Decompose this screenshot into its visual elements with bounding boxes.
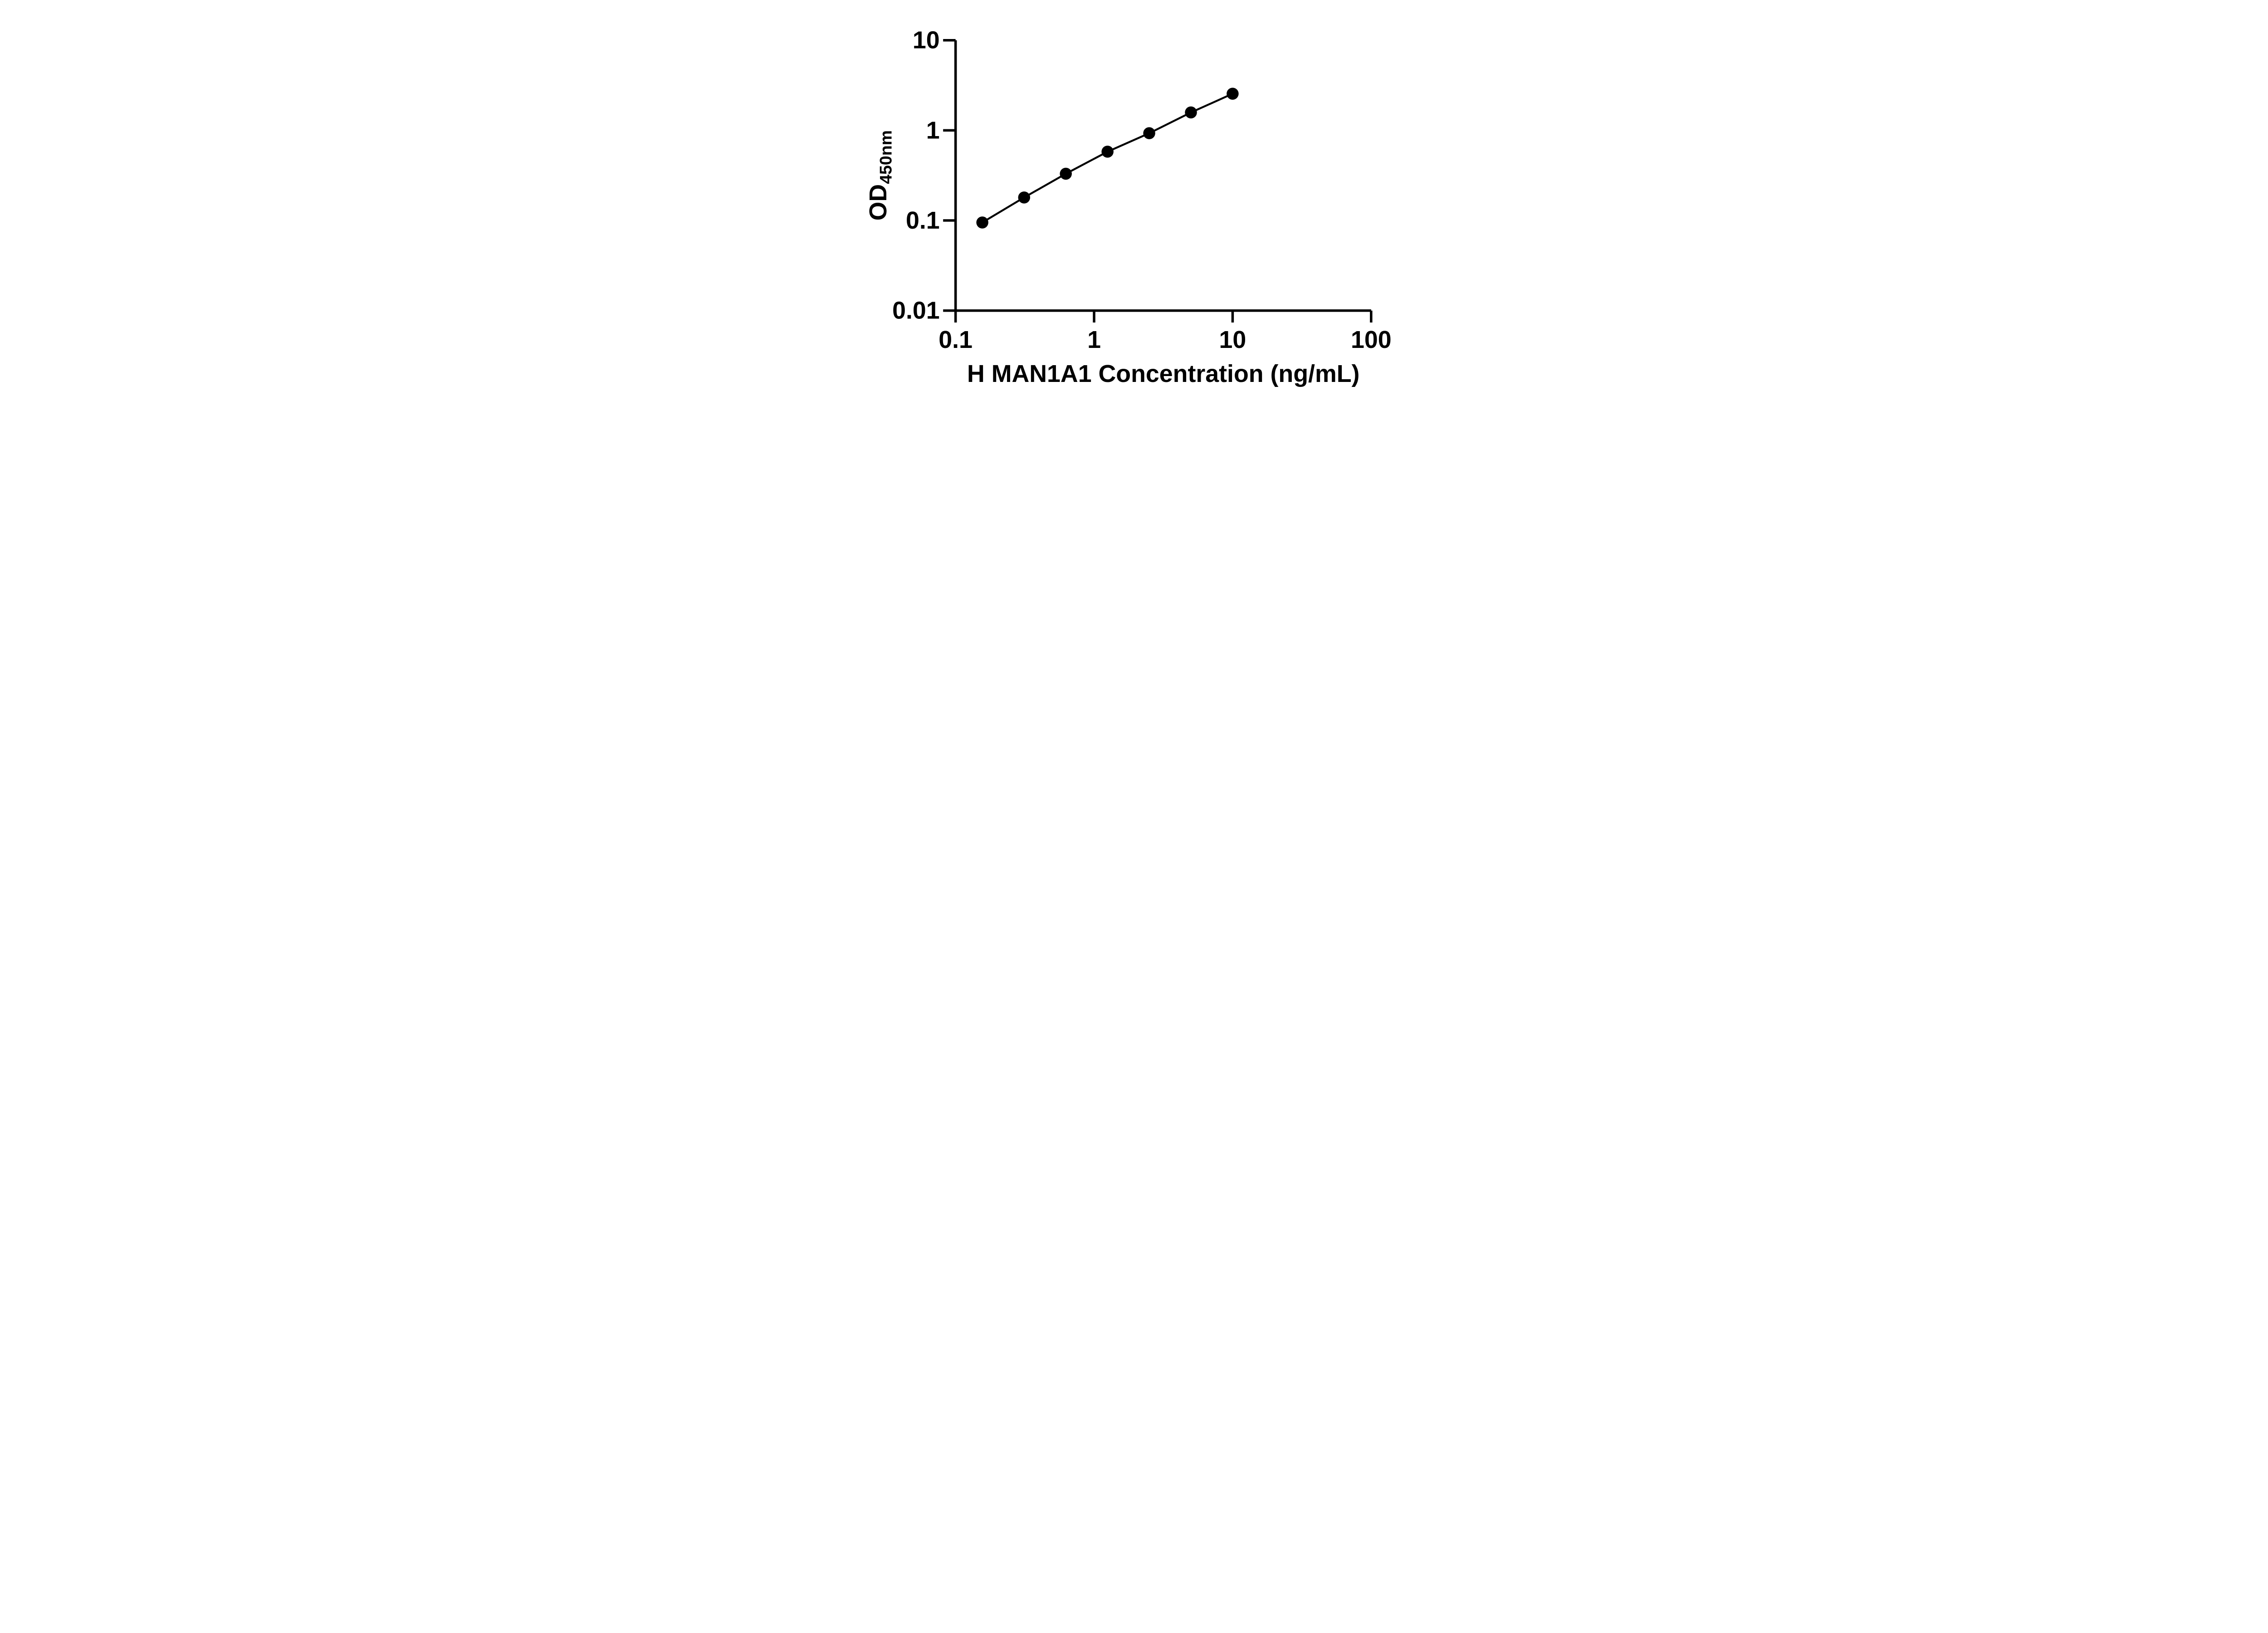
data-point [1226, 88, 1239, 100]
y-tick-label: 1 [926, 117, 939, 144]
x-tick-label: 1 [1087, 326, 1101, 353]
y-axis-title-sub: 450nm [876, 130, 895, 184]
y-tick-label: 0.01 [892, 297, 940, 324]
y-axis-title-main: OD [865, 184, 892, 221]
x-tick-label: 0.1 [938, 326, 973, 353]
data-point [976, 216, 988, 229]
y-tick-label: 10 [912, 27, 939, 54]
x-tick-label: 10 [1219, 326, 1246, 353]
elisa-standard-curve-figure: 10 1 0.1 0.01 0.1 1 10 100 H MAN1A1 Concentratio… [842, 0, 1426, 408]
data-point [1101, 146, 1114, 158]
y-axis-title: OD450nm [865, 130, 895, 220]
x-tick-label: 100 [1350, 326, 1391, 353]
data-point [1018, 191, 1030, 204]
data-point [1184, 106, 1197, 119]
x-axis-title: H MAN1A1 Concentration (ng/mL) [967, 360, 1359, 387]
y-tick-label: 0.1 [905, 207, 939, 234]
data-point [1143, 127, 1155, 139]
data-point [1059, 167, 1072, 180]
